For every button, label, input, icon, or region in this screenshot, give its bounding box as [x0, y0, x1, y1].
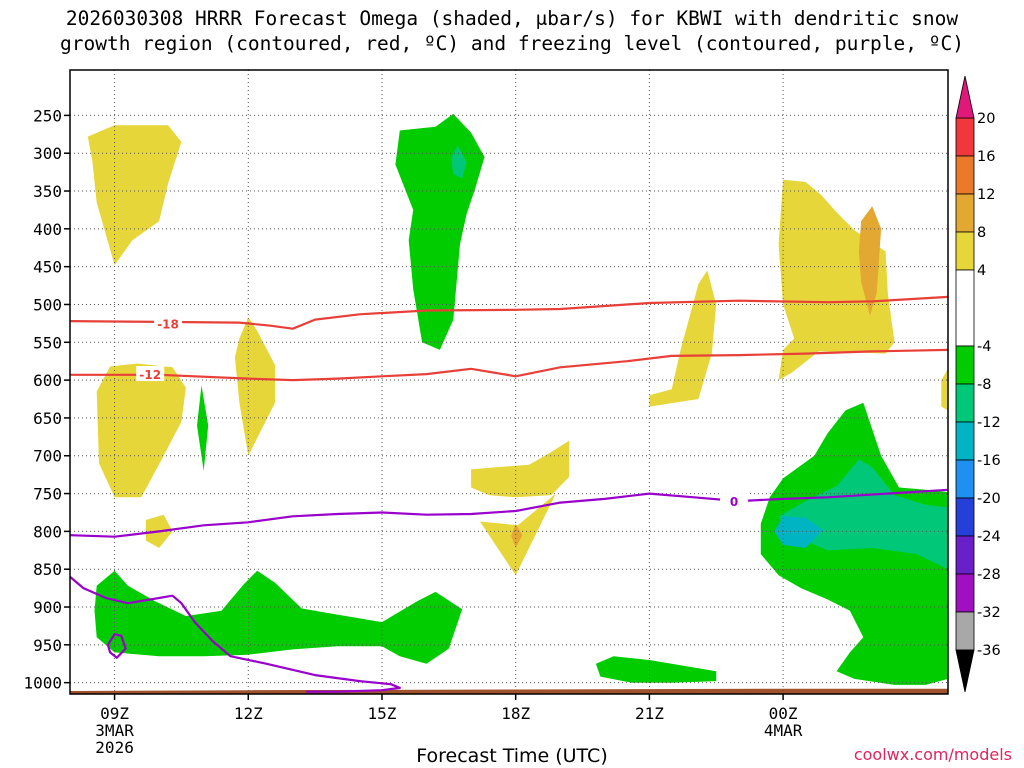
isotherm-label-bg	[154, 315, 183, 331]
y-tick-label: 1000	[23, 674, 62, 693]
x-tick-date: 4MAR	[764, 721, 803, 740]
colorbar-band	[955, 535, 975, 575]
colorbar-band	[955, 573, 975, 613]
colorbar-band	[955, 611, 975, 651]
colorbar-band	[955, 231, 975, 271]
isotherm-label: -18	[157, 317, 179, 331]
omega-region	[774, 516, 824, 548]
colorbar-tick-label: 20	[977, 111, 995, 127]
colorbar-band	[955, 421, 975, 461]
y-tick-label: 500	[33, 295, 62, 314]
colorbar-band	[955, 345, 975, 385]
colorbar-band	[955, 193, 975, 233]
isotherm-line	[70, 295, 948, 330]
credit-link[interactable]: coolwx.com/models	[853, 745, 1012, 764]
colorbar-band	[955, 383, 975, 423]
omega-region	[471, 440, 570, 498]
colorbar-under-arrow	[955, 649, 975, 693]
y-tick-label: 550	[33, 333, 62, 352]
x-tick-label: 00Z	[769, 704, 798, 723]
y-tick-label: 850	[33, 560, 62, 579]
x-tick-label: 15Z	[368, 704, 397, 723]
colorbar-tick-label: -36	[977, 643, 1001, 659]
omega-region	[197, 385, 209, 471]
x-tick-date: 3MAR	[95, 721, 134, 740]
colorbar-tick-label: -4	[977, 339, 991, 355]
colorbar-band	[955, 155, 975, 195]
plot-axes: 250 300 350 400 450 500 550 600 650 700 750 800 850 9…	[23, 69, 949, 757]
omega-region	[858, 206, 882, 316]
y-tick-label: 350	[33, 182, 62, 201]
colorbar: 20 16 12 8 4 -4 -8 -12 -16 -20 -24 -28 -32 -36	[955, 75, 1001, 693]
terrain-strip	[70, 688, 948, 694]
x-axis-label: Forecast Time (UTC)	[416, 745, 608, 767]
colorbar-tick-label: -24	[977, 529, 1001, 545]
chart-title: 2026030308 HRRR Forecast Omega (shaded, …	[0, 6, 1024, 56]
terrain-layer	[70, 688, 948, 694]
colorbar-tick-label: -12	[977, 415, 1001, 431]
isotherm-label: -12	[139, 368, 161, 382]
x-tick-label: 12Z	[234, 704, 263, 723]
omega-region	[778, 179, 895, 381]
omega-shading	[87, 113, 948, 685]
isotherm-label-bg	[720, 493, 749, 509]
isotherm-label-bg	[136, 366, 165, 382]
x-tick-label: 21Z	[635, 704, 664, 723]
y-tick-label: 650	[33, 409, 62, 428]
colorbar-tick-label: -28	[977, 567, 1001, 583]
omega-region	[778, 459, 948, 570]
x-tick-label: 09Z	[100, 704, 129, 723]
omega-region	[96, 363, 186, 498]
colorbar-tick-label: 4	[977, 263, 986, 279]
isotherm-line	[106, 633, 127, 659]
colorbar-tick-label: 12	[977, 187, 995, 203]
plot-frame	[69, 69, 949, 695]
omega-region	[511, 523, 523, 548]
y-tick-label: 800	[33, 522, 62, 541]
colorbar-band	[955, 117, 975, 157]
y-tick-label: 400	[33, 220, 62, 239]
isotherm-line	[70, 575, 401, 693]
isotherm-line	[70, 348, 948, 382]
omega-region	[234, 317, 275, 456]
colorbar-tick-label: -32	[977, 605, 1001, 621]
colorbar-tick-label: 8	[977, 225, 986, 241]
omega-region	[649, 270, 717, 407]
isotherm-contours: -18 -12 0	[70, 295, 948, 693]
y-tick-label: 950	[33, 636, 62, 655]
x-tick-year: 2026	[95, 738, 134, 757]
colorbar-band	[955, 459, 975, 499]
y-tick-label: 600	[33, 371, 62, 390]
title-line-1: 2026030308 HRRR Forecast Omega (shaded, …	[65, 7, 959, 30]
colorbar-tick-label: -16	[977, 453, 1001, 469]
colorbar-band	[955, 497, 975, 537]
y-tick-label: 300	[33, 144, 62, 163]
colorbar-tick-label: -8	[977, 377, 991, 393]
y-tick-label: 250	[33, 106, 62, 125]
omega-region	[395, 113, 485, 350]
y-tick-label: 450	[33, 258, 62, 277]
colorbar-band	[955, 269, 975, 347]
x-tick-label: 18Z	[501, 704, 530, 723]
y-tick-label: 900	[33, 598, 62, 617]
title-line-2: growth region (contoured, red, ºC) and f…	[60, 32, 964, 55]
y-tick-label: 700	[33, 447, 62, 466]
omega-region	[94, 570, 463, 664]
colorbar-tick-label: -20	[977, 491, 1001, 507]
y-tick-label: 750	[33, 485, 62, 504]
grid-lines	[70, 70, 948, 694]
omega-region	[87, 125, 182, 266]
omega-region	[595, 656, 717, 683]
colorbar-tick-label: 16	[977, 149, 995, 165]
omega-region	[451, 145, 467, 179]
isotherm-label: 0	[730, 495, 738, 509]
omega-region	[941, 368, 948, 411]
colorbar-over-arrow	[955, 75, 975, 119]
